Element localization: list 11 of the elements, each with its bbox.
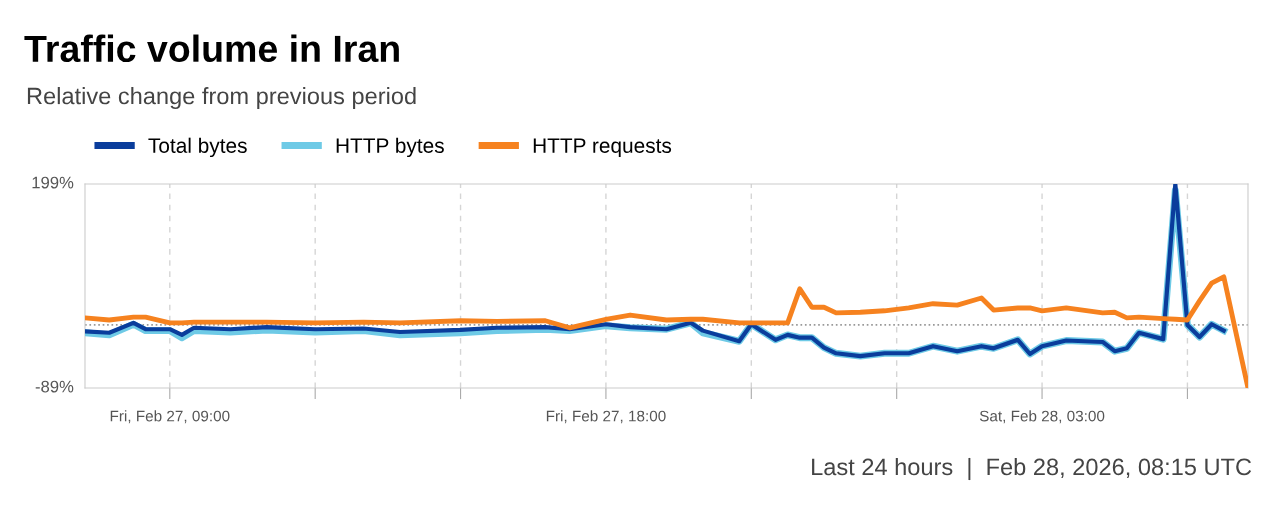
x-tick-label: Fri, Feb 27, 18:00 xyxy=(546,410,666,424)
legend-label: HTTP bytes xyxy=(336,137,444,158)
legend-label: Total bytes xyxy=(148,137,247,158)
chart-title: Traffic volume in Iran xyxy=(24,34,399,63)
y-tick-label: -89% xyxy=(35,380,74,393)
x-tick-label: Sat, Feb 28, 03:00 xyxy=(979,410,1105,424)
x-tick-label: Fri, Feb 27, 09:00 xyxy=(110,410,230,424)
y-tick-label: 199% xyxy=(32,176,74,189)
legend-label: HTTP requests xyxy=(533,138,672,158)
chart-subtitle: Relative change from previous period xyxy=(27,87,416,109)
text: Last 24 hours | Feb 28, 2026, 08:15 UTC xyxy=(812,457,1252,481)
